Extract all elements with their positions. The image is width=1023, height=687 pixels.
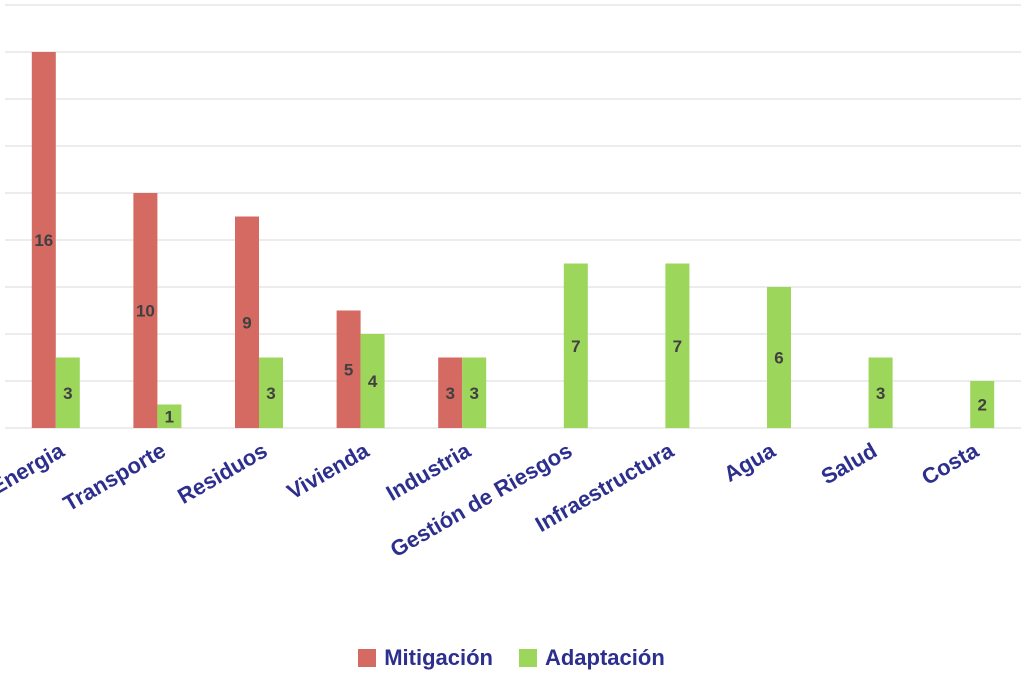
- data-label: 3: [63, 384, 72, 403]
- bar-adaptacion: [360, 334, 385, 428]
- bars: [31, 52, 995, 428]
- data-label: 2: [977, 396, 986, 415]
- legend-item-mitigacion: Mitigación: [358, 645, 493, 671]
- x-tick-label: Transporte: [59, 438, 170, 517]
- bar-mitigacion: [31, 52, 56, 428]
- bar-mitigacion: [438, 357, 463, 428]
- x-tick-label: Residuos: [173, 438, 271, 509]
- bar-adaptacion: [665, 263, 690, 428]
- data-label: 10: [136, 302, 155, 321]
- data-label: 3: [469, 384, 478, 403]
- bar-adaptacion: [970, 381, 995, 428]
- legend-swatch-adaptacion: [518, 649, 537, 667]
- bar-adaptacion: [259, 357, 283, 428]
- x-tick-label: Energia: [0, 437, 69, 499]
- x-tick-label: Costa: [917, 437, 983, 490]
- x-tick-label: Vivienda: [283, 437, 374, 504]
- bar-mitigacion: [235, 216, 259, 428]
- gridlines: [5, 4, 1021, 429]
- bar-adaptacion: [868, 357, 893, 428]
- legend: Mitigación Adaptación: [0, 643, 1023, 673]
- legend-label-mitigacion: Mitigación: [384, 645, 493, 670]
- bar-adaptacion: [563, 263, 588, 428]
- data-label: 4: [368, 372, 378, 391]
- data-label: 6: [774, 349, 783, 368]
- legend-item-adaptacion: Adaptación: [518, 645, 665, 671]
- legend-label-adaptacion: Adaptación: [544, 645, 665, 670]
- data-label: 1: [165, 407, 174, 426]
- data-label: 3: [876, 384, 885, 403]
- bar-adaptacion: [55, 357, 80, 428]
- data-label: 3: [445, 384, 454, 403]
- legend-swatch-mitigacion: [358, 649, 377, 667]
- data-label: 16: [34, 231, 53, 250]
- bar-adaptacion: [157, 404, 182, 428]
- x-tick-label: Industria: [382, 437, 476, 505]
- bar-mitigacion: [336, 310, 361, 428]
- bar-adaptacion: [767, 287, 791, 428]
- data-label: 9: [242, 313, 251, 332]
- bar-mitigacion: [133, 193, 158, 428]
- x-tick-label: Salud: [817, 438, 881, 490]
- x-tick-label: Gestión de Riesgos: [386, 438, 576, 562]
- data-label: 5: [344, 360, 353, 379]
- data-label: 7: [571, 337, 580, 356]
- bar-adaptacion: [462, 357, 487, 428]
- data-label: 3: [266, 384, 275, 403]
- x-tick-label: Agua: [719, 437, 780, 487]
- data-label: 7: [673, 337, 682, 356]
